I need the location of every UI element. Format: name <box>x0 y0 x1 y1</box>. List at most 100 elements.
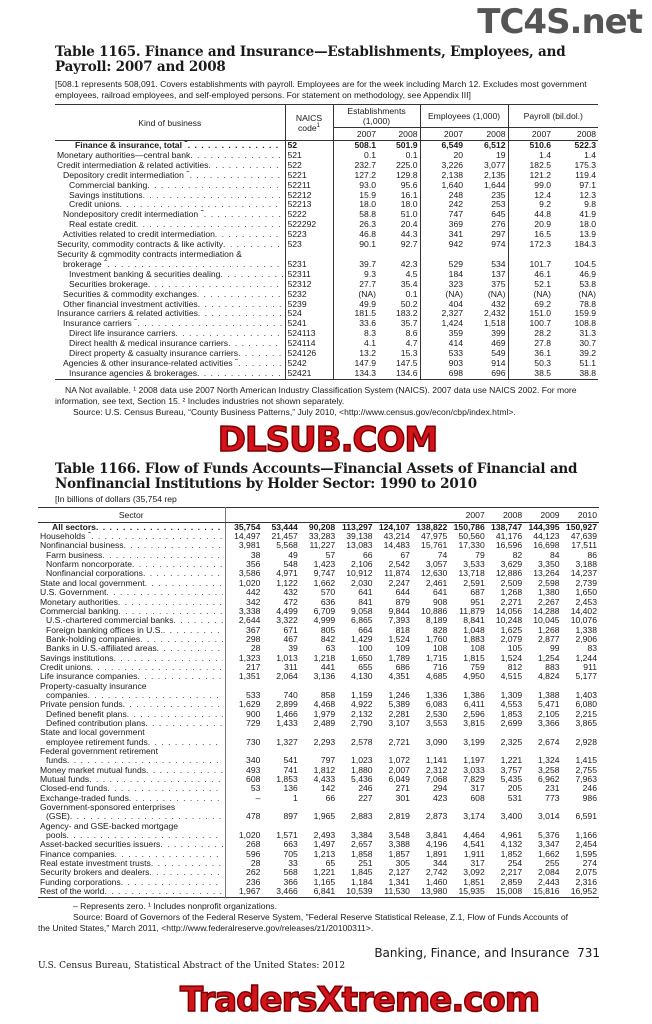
cell-value: 16,952 <box>570 887 597 897</box>
row-label-text: Security, commodity contracts & like act… <box>57 240 224 250</box>
table-row: Nonfinancial corporations 3,586 4,971 9,747… <box>38 569 599 579</box>
cell-value: 5,436 <box>351 775 373 785</box>
row-label-text: Nonfinancial business <box>40 541 124 551</box>
cell-value: 30.7 <box>579 339 597 349</box>
cell-value: 359 <box>448 329 464 339</box>
cell-value: 217 <box>246 662 261 672</box>
row-label-text: All sectors <box>52 522 96 532</box>
cell-value: 93.0 <box>359 180 376 190</box>
cell-value: 159.9 <box>574 309 597 319</box>
footnote-marker: 2 <box>184 140 188 144</box>
row-label: Savings institutions <box>38 653 226 663</box>
cell-value: 1,141 <box>425 755 448 766</box>
table-row: Insurance agencies & brokerages 52421 134.… <box>55 368 598 380</box>
cell-value: 33.6 <box>359 319 376 329</box>
cell-value: 136 <box>283 784 298 794</box>
cell-value: 2,699 <box>500 718 523 728</box>
cell-value: 4,999 <box>313 616 336 626</box>
row-label-text: U.S. Government <box>40 588 107 598</box>
row-label-line1: Security & commodity contracts intermedi… <box>57 249 242 259</box>
cell-value: 74 <box>437 550 448 560</box>
cell-value: 183.2 <box>378 309 421 320</box>
cell-value: 13,980 <box>421 887 448 897</box>
row-label: U.S. Government <box>38 588 226 598</box>
cell-value: 67 <box>400 550 410 560</box>
cell-value: 4,433 <box>313 775 336 785</box>
footnote-marker: 1 <box>87 532 92 536</box>
row-label-text: Money market mutual funds <box>40 765 147 775</box>
table-row: Rest of the world 1,967 3,466 6,841 10,539 11… <box>38 887 599 897</box>
cell-value: 2,859 <box>500 877 523 887</box>
col-year <box>411 507 450 523</box>
row-label: Bank-holding companies <box>38 634 226 645</box>
cell-value: 7,068 <box>425 775 448 785</box>
cell-value: 608 <box>246 775 261 785</box>
table-row: Households 1 14,497 21,457 33,283 39,138 43,2… <box>38 532 599 542</box>
cell-value: 9,058 <box>351 606 373 616</box>
cell-value: 548 <box>283 560 298 570</box>
row-label-text: Finance companies <box>40 849 115 859</box>
cell-value: 3,466 <box>276 887 298 897</box>
row-label: Investment banking & securities dealing <box>55 269 286 280</box>
cell-value: 50.2 <box>378 299 421 310</box>
cell-value: 231 <box>545 784 560 794</box>
row-label-text: Rest of the world <box>40 887 105 897</box>
cell-value: 4,541 <box>463 840 485 850</box>
row-label-text: Credit unions <box>69 200 120 210</box>
cell-value: 747 <box>448 210 464 220</box>
cell-value: 39,138 <box>346 532 373 542</box>
cell-value: 2,432 <box>465 309 509 320</box>
dot-leader <box>188 141 283 151</box>
cell-value: 9.8 <box>584 200 597 210</box>
cell-value: 82 <box>512 550 523 560</box>
cell-value: 1,415 <box>575 755 597 766</box>
dot-leader <box>67 831 223 840</box>
cell-value: 1,184 <box>351 877 373 887</box>
row-label-text: Direct life insurance carriers <box>69 329 176 339</box>
cell-value: 298 <box>246 634 261 644</box>
cell-value: 1,965 <box>313 811 336 822</box>
cell-value: 3,865 <box>575 718 597 728</box>
table-row: State and local government 1,020 1,122 1,66… <box>38 578 599 589</box>
table-row: Credit unions 217 311 441 655 686 716 759 812 883… <box>38 662 599 673</box>
naics-code: 5241 <box>285 319 334 330</box>
cell-value: 6,080 <box>575 700 597 710</box>
cell-value: 2,454 <box>575 840 597 850</box>
cell-value: 1,341 <box>388 877 410 887</box>
cell-value: 2,007 <box>388 765 410 775</box>
cell-value: 0.1 <box>378 289 421 300</box>
cell-value: 1,254 <box>538 653 560 663</box>
dot-leader <box>223 240 282 250</box>
cell-value: 53 <box>250 784 261 794</box>
cell-value: 1,221 <box>500 755 523 766</box>
dot-leader <box>228 339 282 349</box>
cell-value: 8,841 <box>463 616 485 626</box>
cell-value: 51.1 <box>579 358 597 368</box>
cell-value: 2,084 <box>538 868 560 878</box>
cell-value: 3,174 <box>463 811 485 822</box>
cell-value: 53.8 <box>579 279 597 289</box>
row-label: Depository credit intermediation 2 <box>55 170 286 181</box>
cell-value: 341 <box>448 230 464 240</box>
cell-value: 1,386 <box>463 689 485 700</box>
dot-leader <box>190 171 283 181</box>
row-label-line1: Federal government retirement <box>40 747 158 756</box>
cell-value: 1,518 <box>465 319 509 330</box>
dot-leader <box>143 569 223 578</box>
cell-value: 1,122 <box>276 578 298 588</box>
cell-value: 4,351 <box>388 672 410 682</box>
cell-value: 841 <box>358 597 373 607</box>
row-label-text: Foreign banking offices in U.S. <box>46 625 163 635</box>
cell-value: 687 <box>470 588 485 598</box>
cell-value: 3,092 <box>463 868 485 878</box>
cell-value: 1,244 <box>575 653 597 663</box>
cell-value: (NA) <box>465 289 509 300</box>
row-label-text: Defined contribution plans <box>46 718 146 728</box>
cell-value: 46.1 <box>534 269 552 279</box>
col-year: 2010 <box>561 507 599 523</box>
cell-value: 47,975 <box>421 532 448 542</box>
dot-leader <box>145 719 222 728</box>
cell-value: 1,218 <box>313 653 336 663</box>
dot-leader <box>198 300 283 310</box>
